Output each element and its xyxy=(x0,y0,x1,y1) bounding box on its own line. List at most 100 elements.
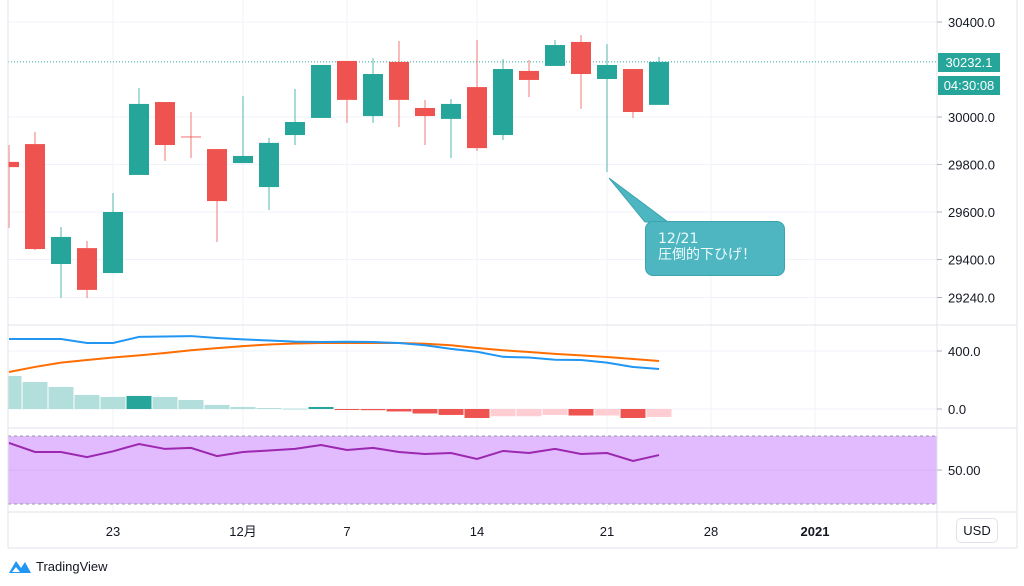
macd-histogram-bar xyxy=(568,409,594,416)
candle xyxy=(181,112,201,159)
price-tick-label: 29240.0 xyxy=(948,291,995,306)
candle xyxy=(155,102,175,161)
candle xyxy=(337,60,357,123)
candle-body xyxy=(441,103,461,119)
candle-body xyxy=(519,70,539,80)
tradingview-logo-icon xyxy=(9,561,31,573)
candle-body xyxy=(545,45,565,66)
candle-body xyxy=(493,69,513,136)
macd-line xyxy=(9,335,660,370)
macd-histogram-bar xyxy=(360,409,386,411)
last-price-tag: 30232.1 xyxy=(938,53,1000,72)
candle xyxy=(207,149,227,242)
candle xyxy=(311,64,331,118)
candle xyxy=(623,69,643,118)
candle xyxy=(389,41,409,127)
price-tick-label: 29800.0 xyxy=(948,158,995,173)
candle-body xyxy=(389,61,409,100)
x-tick-label: 28 xyxy=(704,524,718,539)
candle xyxy=(103,193,123,274)
macd-tick-label: 0.0 xyxy=(948,402,966,417)
macd-histogram-bar xyxy=(48,386,74,409)
macd-histogram-bar xyxy=(464,409,490,418)
macd-histogram-bar xyxy=(8,375,22,409)
candle xyxy=(597,44,617,173)
macd-histogram-bar xyxy=(74,394,100,409)
candle xyxy=(233,96,253,164)
countdown-tag: 04:30:08 xyxy=(938,76,1000,95)
macd-histogram-bar xyxy=(282,408,308,410)
candle xyxy=(25,131,45,250)
candle xyxy=(441,98,461,159)
brand-name: TradingView xyxy=(36,558,108,574)
price-tick-label: 29600.0 xyxy=(948,205,995,220)
macd-histogram-bar xyxy=(152,396,178,409)
candle-body xyxy=(285,121,305,136)
rsi-line xyxy=(8,442,660,463)
candle-body xyxy=(597,64,617,79)
candle xyxy=(571,35,591,109)
macd-histogram-bar xyxy=(100,396,126,409)
candle-body xyxy=(363,74,383,117)
candle xyxy=(519,60,539,98)
macd-histogram-bar xyxy=(594,409,620,416)
tradingview-logo[interactable]: TradingView xyxy=(8,558,108,574)
price-tick-label: 30000.0 xyxy=(948,110,995,125)
macd-histogram-bar xyxy=(256,407,282,409)
price-tick-label: 29400.0 xyxy=(948,253,995,268)
macd-histogram-bar xyxy=(542,409,568,415)
macd-histogram-bar xyxy=(438,409,464,415)
macd-histogram-bar xyxy=(516,409,542,417)
candle xyxy=(467,40,487,151)
candle-body xyxy=(103,212,123,274)
x-tick-label: 12月 xyxy=(229,524,256,539)
currency-button[interactable]: USD xyxy=(956,518,998,543)
candle xyxy=(51,226,71,298)
candle xyxy=(129,88,149,175)
candle-body xyxy=(129,103,149,175)
candle-body xyxy=(233,155,253,164)
annotation-callout[interactable]: 12/21 圧倒的下ひげ！ xyxy=(645,221,785,276)
macd-histogram-bar xyxy=(178,400,204,409)
candle-body xyxy=(337,60,357,100)
candle-body xyxy=(25,144,45,250)
candle xyxy=(415,99,435,146)
macd-histogram-bar xyxy=(412,409,438,414)
candle-body xyxy=(207,149,227,202)
macd-histogram-bar xyxy=(308,406,334,409)
candle-body xyxy=(649,61,669,105)
candle xyxy=(363,58,383,123)
price-tick-label: 30400.0 xyxy=(948,15,995,30)
grid xyxy=(8,0,937,512)
macd-histogram-bar xyxy=(334,409,360,410)
x-tick-label: 21 xyxy=(600,524,614,539)
plot-area[interactable] xyxy=(0,35,937,505)
annotation-text: 圧倒的下ひげ！ xyxy=(658,247,756,263)
macd-tick-label: 400.0 xyxy=(948,344,981,359)
signal-line xyxy=(8,342,660,374)
candle-body xyxy=(467,87,487,149)
macd-histogram-bar xyxy=(22,382,48,409)
annotation-date: 12/21 xyxy=(658,231,699,247)
candle xyxy=(285,88,305,146)
candle-body xyxy=(51,236,71,265)
candle-body xyxy=(259,142,279,188)
macd-histogram-bar xyxy=(230,406,256,409)
candle xyxy=(77,240,97,298)
macd-histogram-bar xyxy=(204,404,230,409)
candle-body xyxy=(155,102,175,146)
candle xyxy=(493,59,513,141)
axes: 23 12月 7 14 21 28 2021 30400.0 30000.0 29800.0 296… xyxy=(7,0,1018,549)
candle xyxy=(649,56,669,105)
macd-histogram-bar xyxy=(126,395,152,409)
candle-body xyxy=(415,107,435,117)
candle xyxy=(545,40,565,66)
candle-body xyxy=(623,69,643,113)
rsi-tick-label: 50.00 xyxy=(948,463,981,478)
macd-histogram-bar xyxy=(386,409,412,412)
x-tick-label: 7 xyxy=(343,524,350,539)
candle-body xyxy=(77,248,97,290)
macd-histogram-bar xyxy=(490,409,516,417)
x-tick-label: 23 xyxy=(106,524,120,539)
